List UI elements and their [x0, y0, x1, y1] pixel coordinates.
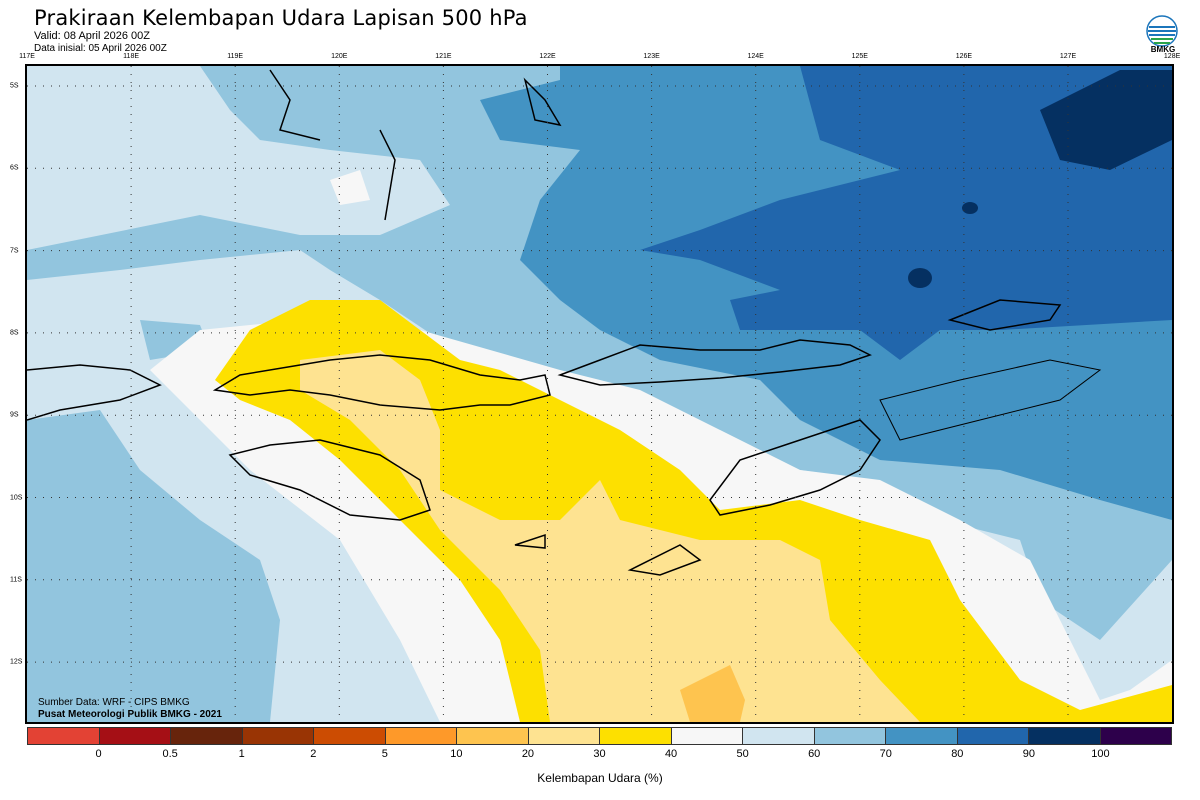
colorbar-swatch: [600, 728, 672, 744]
coastline-sumba: [228, 439, 431, 521]
coastline-timor: [709, 419, 881, 516]
colorbar-tick-label: 80: [951, 748, 964, 760]
colorbar-swatch: [28, 728, 100, 744]
colorbar-swatch: [743, 728, 815, 744]
colorbar-swatch: [671, 728, 743, 744]
coastline-sabu: [514, 533, 546, 549]
colorbar-tick-label: 60: [808, 748, 821, 760]
coastline-tanimbar: [947, 299, 1062, 331]
coastlines: [27, 69, 1102, 576]
longitude-label: 125E: [851, 53, 868, 60]
longitude-label: 120E: [331, 53, 348, 60]
latitude-label: 10S: [10, 494, 23, 501]
colorbar-swatch: [457, 728, 529, 744]
coastline-lombok-sumbawa: [212, 354, 551, 411]
longitude-label: 128E: [1163, 53, 1181, 60]
boundary-line: [879, 359, 1102, 441]
latitude-label: 5S: [10, 82, 19, 90]
colorbar-tick-label: 100: [1091, 748, 1110, 760]
latitude-label: 12S: [10, 658, 23, 666]
coastline-buton: [523, 77, 562, 127]
colorbar-tick-label: 20: [521, 748, 535, 760]
humidity-20-30: [300, 350, 920, 722]
longitude-label: 123E: [643, 53, 660, 60]
graticule: [27, 66, 1172, 722]
bmkg-logo-icon: [1146, 15, 1178, 47]
coastline-sulawesi: [269, 69, 396, 221]
colorbar-swatch: [171, 728, 243, 744]
latitude-label: 9S: [10, 411, 19, 419]
colorbar-swatch: [1100, 728, 1171, 744]
colorbar-tick-label: 1: [238, 748, 245, 760]
colorbar-swatch: [957, 728, 1029, 744]
colorbar-swatch: [1029, 728, 1101, 744]
humidity-90-100: [1040, 70, 1172, 170]
latitude-label: 6S: [10, 164, 19, 172]
coastline-flores: [557, 339, 872, 386]
logo-text: BMKG: [1150, 45, 1176, 54]
humidity-80-90: [640, 66, 1172, 360]
valid-time: Valid: 08 April 2026 00Z: [34, 30, 150, 42]
longitude-label: 119E: [227, 53, 244, 60]
longitude-label: 127E: [1059, 53, 1077, 60]
colorbar-swatch: [385, 728, 457, 744]
longitude-label: 124E: [747, 53, 764, 60]
humidity-60-70-southwest: [27, 410, 280, 722]
longitude-label: 117E: [19, 53, 35, 60]
longitude-label: 126E: [955, 53, 973, 60]
data-source: Sumber Data: WRF - CIPS BMKG: [38, 697, 190, 708]
colorbar-label: Kelembapan Udara (%): [537, 771, 663, 785]
colorbar-tick-label: 5: [381, 748, 388, 760]
humidity-10-20: [680, 665, 745, 722]
coastline-rote: [627, 544, 702, 576]
colorbar-tick-label: 70: [879, 748, 892, 760]
colorbar-tick-label: 30: [593, 748, 606, 760]
latitude-label: 7S: [10, 247, 19, 255]
longitude-label: 121E: [435, 53, 452, 60]
colorbar-tick-label: 10: [450, 748, 463, 760]
humidity-40-50-north: [330, 170, 370, 205]
colorbar-swatch: [528, 728, 600, 744]
colorbar-tick-label: 50: [736, 748, 749, 760]
colorbar-swatch: [99, 728, 171, 744]
colorbar-swatch: [814, 728, 886, 744]
latitude-label: 8S: [10, 329, 19, 337]
initial-time: Data inisial: 05 April 2026 00Z: [34, 43, 167, 54]
colorbar-tick-label: 0: [95, 748, 102, 760]
humidity-90-100-spot: [908, 268, 932, 288]
colorbar-swatch: [886, 728, 958, 744]
humidity-90-100-spot: [962, 202, 978, 214]
colorbar-tick-label: 40: [664, 748, 678, 760]
coastline-west-sulawesi-islands: [27, 364, 162, 421]
colorbar-swatch: [242, 728, 314, 744]
humidity-30-40: [215, 300, 1172, 722]
longitude-label: 122E: [539, 53, 556, 60]
colorbar-tick-label: 0.5: [162, 748, 178, 760]
credit: Pusat Meteorologi Publik BMKG - 2021: [38, 709, 222, 720]
colorbar: [27, 727, 1172, 745]
colorbar-swatch: [314, 728, 386, 744]
colorbar-tick-label: 2: [310, 748, 317, 760]
humidity-map: [25, 64, 1174, 724]
longitude-label: 118E: [123, 53, 140, 60]
colorbar-tick-label: 90: [1022, 748, 1035, 760]
map-title: Prakiraan Kelembapan Udara Lapisan 500 h…: [34, 6, 528, 30]
latitude-label: 11S: [10, 576, 22, 584]
